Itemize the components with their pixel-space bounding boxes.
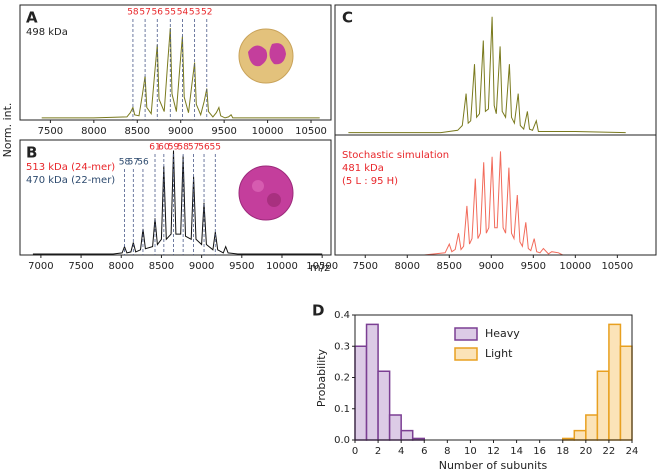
x-tick-label: 8500 (437, 261, 462, 272)
histogram-bar (608, 323, 622, 441)
annotation: (5 L : 95 H) (342, 176, 398, 187)
charge-label: 55 (210, 143, 221, 153)
x-tick-label: 20 (579, 446, 592, 457)
panel-label: A (26, 9, 38, 27)
x-tick-label: 8500 (149, 261, 174, 272)
x-tick-label: 6 (421, 446, 427, 457)
charge-label: 60 (158, 143, 170, 153)
annotation: Stochastic simulation (342, 150, 449, 161)
histogram-bar (619, 345, 633, 441)
x-tick-label: 10500 (295, 126, 327, 137)
legend-swatch (454, 327, 478, 341)
axes-frame (19, 4, 332, 121)
x-tick-label: 7000 (28, 261, 53, 272)
charge-label: 58 (127, 8, 139, 18)
x-tick-label: 8000 (81, 126, 106, 137)
x-tick-label: 24 (626, 446, 639, 457)
y-tick-label: 0.4 (334, 310, 350, 321)
axes-frame (334, 134, 657, 256)
histogram-bar (573, 429, 587, 441)
y-tick-label: 0.1 (334, 404, 350, 415)
charge-label: 56 (137, 158, 149, 168)
y-tick-label: 0.0 (334, 435, 350, 446)
x-tick-label: 10 (464, 446, 477, 457)
annotation: 498 kDa (26, 27, 68, 38)
x-tick-label: 10000 (559, 261, 591, 272)
x-tick-label: 14 (510, 446, 523, 457)
legend-label: Heavy (485, 327, 520, 340)
x-tick-label: 16 (533, 446, 546, 457)
x-axis-label: m/z (310, 261, 330, 274)
x-tick-label: 7500 (68, 261, 93, 272)
histogram-bar (354, 345, 368, 441)
panel-label: D (312, 302, 324, 320)
legend-label: Light (485, 347, 513, 360)
histogram-bar (388, 414, 402, 441)
x-tick-label: 10000 (266, 261, 298, 272)
charge-label: 52 (201, 8, 212, 18)
x-tick-label: 9500 (229, 261, 254, 272)
y-tick-label: 0.3 (334, 341, 350, 352)
x-tick-label: 8 (444, 446, 450, 457)
x-tick-label: 9000 (479, 261, 504, 272)
y-axis-label: Probability (315, 348, 328, 407)
histogram-bar (365, 323, 379, 441)
x-tick-label: 9500 (521, 261, 546, 272)
charge-label: 58 (177, 143, 189, 153)
charge-label: 53 (189, 8, 200, 18)
charge-label: 56 (152, 8, 164, 18)
charge-label: 59 (168, 143, 180, 153)
axes-frame (19, 139, 332, 256)
legend-swatch (454, 347, 478, 361)
charge-label: 57 (128, 158, 139, 168)
x-tick-label: 9000 (168, 126, 193, 137)
annotation: 481 kDa (342, 163, 384, 174)
x-tick-label: 18 (556, 446, 569, 457)
panel-label: C (342, 9, 353, 27)
x-tick-label: 12 (487, 446, 500, 457)
x-tick-label: 10000 (252, 126, 284, 137)
y-tick-label: 0.2 (334, 373, 350, 384)
charge-label: 57 (139, 8, 150, 18)
protein-structure-b (238, 165, 294, 221)
annotation: 513 kDa (24-mer) (26, 162, 115, 173)
x-tick-label: 9000 (189, 261, 214, 272)
x-tick-label: 7500 (38, 126, 63, 137)
axes-frame (334, 4, 657, 136)
y-axis-label: Norm. int. (1, 103, 14, 158)
charge-label: 58 (119, 158, 131, 168)
spectrum-line (424, 151, 563, 256)
x-tick-label: 8000 (395, 261, 420, 272)
charge-label: 57 (188, 143, 199, 153)
charge-label: 61 (149, 143, 160, 153)
charge-label: 55 (165, 8, 176, 18)
histogram-bar (585, 414, 599, 441)
histogram-bar (596, 370, 610, 441)
x-tick-label: 2 (375, 446, 381, 457)
x-tick-label: 7500 (353, 261, 378, 272)
x-tick-label: 10500 (306, 261, 338, 272)
x-tick-label: 8000 (109, 261, 134, 272)
x-tick-label: 8500 (125, 126, 150, 137)
panel-label: B (26, 144, 37, 162)
x-tick-label: 22 (603, 446, 616, 457)
x-tick-label: 10500 (601, 261, 633, 272)
x-axis-label: Number of subunits (439, 459, 548, 472)
histogram-bar (377, 370, 391, 441)
x-tick-label: 0 (352, 446, 358, 457)
charge-label: 54 (177, 8, 189, 18)
charge-label: 56 (198, 143, 210, 153)
spectrum-line (348, 16, 626, 134)
x-tick-label: 4 (398, 446, 404, 457)
annotation: 470 kDa (22-mer) (26, 175, 115, 186)
protein-structure-a (238, 28, 294, 84)
histogram-bar (400, 429, 414, 441)
x-tick-label: 9500 (211, 126, 236, 137)
